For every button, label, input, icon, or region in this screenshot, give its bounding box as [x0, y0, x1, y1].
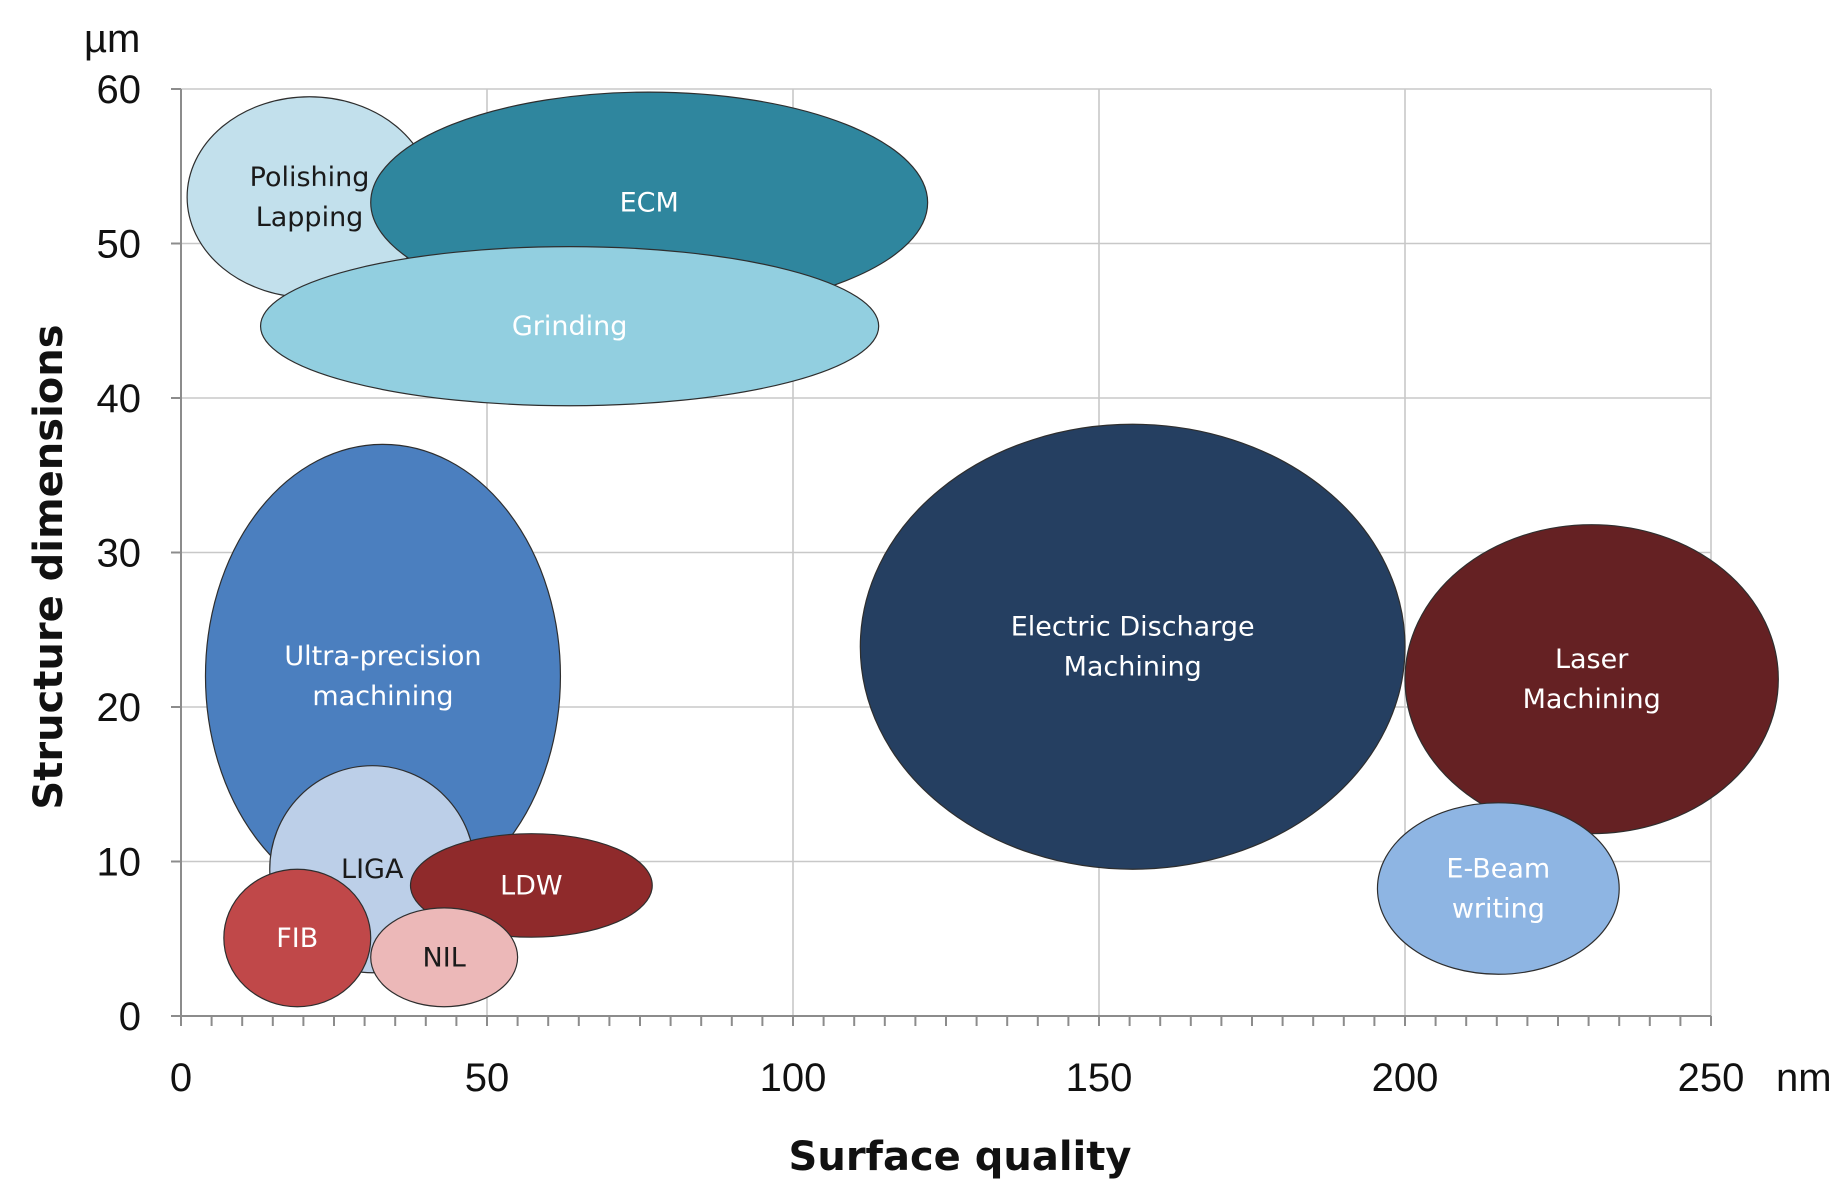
bubble-label-ultra-precision-machining: machining	[312, 681, 453, 712]
x-tick-label: 150	[1066, 1056, 1133, 1100]
bubble-label-grinding: Grinding	[512, 311, 628, 342]
bubble-label-liga: LIGA	[341, 854, 404, 885]
x-axis-title: Surface quality	[789, 1134, 1132, 1180]
x-tick-label: 50	[465, 1056, 510, 1100]
bubble-label-fib: FIB	[276, 923, 318, 954]
bubble-label-ldw: LDW	[500, 870, 563, 901]
bubble-label-nil: NIL	[423, 942, 466, 973]
bubble-label-electric-discharge-machining: Machining	[1064, 652, 1202, 683]
axis-layer: 0 10 20 30 40 50 60 0 50 100 150 200 250	[97, 68, 1745, 1100]
bubble-electric-discharge-machining	[859, 423, 1406, 870]
bubble-grinding	[259, 245, 880, 407]
bubble-label-ultra-precision-machining: Ultra-precision	[284, 641, 481, 672]
bubble-label-e-beam-writing: writing	[1452, 894, 1545, 925]
y-axis-unit: µm	[84, 17, 140, 61]
bubble-fib	[223, 868, 372, 1008]
bubble-layer: Polishing Lapping ECM Grinding Ultra-precisi…	[186, 91, 1779, 1008]
bubble-e-beam-writing	[1376, 802, 1620, 975]
bubble-label-polishing-lapping: Polishing	[250, 162, 370, 193]
y-tick-label: 20	[97, 686, 142, 730]
bubble-label-polishing-lapping: Lapping	[256, 202, 364, 233]
x-tick-label: 250	[1678, 1056, 1745, 1100]
bubble-label-ecm: ECM	[620, 188, 679, 219]
bubble-label-e-beam-writing: E-Beam	[1446, 854, 1550, 885]
bubble-label-electric-discharge-machining: Electric Discharge	[1011, 612, 1255, 643]
x-tick-label: 0	[170, 1056, 192, 1100]
y-tick-label: 50	[97, 223, 142, 267]
bubble-label-laser-machining: Machining	[1523, 684, 1661, 715]
bubble-label-laser-machining: Laser	[1555, 644, 1629, 675]
x-axis-unit: nm	[1776, 1056, 1832, 1100]
y-tick-label: 10	[97, 841, 142, 885]
y-tick-label: 60	[97, 68, 142, 112]
y-tick-label: 40	[97, 377, 142, 421]
y-axis-title: Structure dimensions	[26, 324, 72, 809]
y-tick-label: 30	[97, 532, 142, 576]
x-tick-label: 200	[1372, 1056, 1439, 1100]
y-tick-label: 0	[119, 995, 141, 1039]
x-tick-label: 100	[760, 1056, 827, 1100]
bubble-laser-machining	[1404, 524, 1779, 835]
bubble-nil	[370, 907, 519, 1008]
